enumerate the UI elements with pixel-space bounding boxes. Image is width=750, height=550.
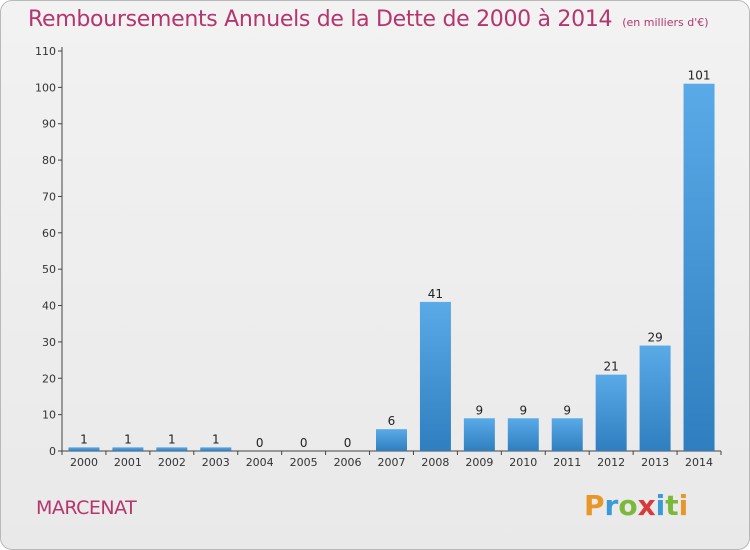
bar — [376, 429, 407, 451]
logo-letter: P — [584, 489, 605, 522]
x-tick-label: 2004 — [246, 456, 274, 469]
bar — [507, 418, 539, 451]
logo-letter: t — [665, 489, 679, 522]
logo-letter: i — [678, 489, 689, 522]
chart-title-text: Remboursements Annuels de la Dette de 20… — [28, 7, 613, 32]
x-tick-label: 2003 — [202, 456, 230, 469]
x-tick-label: 2014 — [685, 456, 713, 469]
commune-name: MARCENAT — [36, 497, 137, 519]
logo-letter: r — [604, 489, 619, 522]
data-label: 0 — [256, 436, 264, 450]
y-tick-label: 0 — [49, 445, 56, 458]
data-label: 0 — [344, 436, 352, 450]
y-tick-label: 50 — [42, 263, 56, 276]
y-tick-label: 40 — [42, 300, 56, 313]
x-tick-label: 2005 — [290, 456, 318, 469]
y-tick-label: 90 — [42, 118, 56, 131]
x-tick-label: 2001 — [114, 456, 142, 469]
bar — [68, 447, 100, 451]
x-tick-label: 2000 — [70, 456, 98, 469]
logo-letter: x — [637, 489, 656, 522]
logo-letter: i — [655, 489, 666, 522]
x-tick-label: 2010 — [509, 456, 537, 469]
data-label: 41 — [428, 287, 443, 301]
logo-letter: o — [618, 489, 638, 522]
bar — [156, 447, 188, 451]
x-tick-label: 2006 — [334, 456, 362, 469]
bar — [595, 374, 627, 451]
data-label: 9 — [476, 403, 484, 417]
x-tick-label: 2007 — [378, 456, 406, 469]
bar — [200, 447, 232, 451]
data-label: 9 — [563, 403, 571, 417]
data-label: 1 — [124, 432, 132, 446]
x-tick-label: 2008 — [421, 456, 449, 469]
x-tick-label: 2009 — [465, 456, 493, 469]
data-label: 1 — [212, 432, 220, 446]
y-tick-label: 70 — [42, 190, 56, 203]
data-label: 101 — [688, 69, 711, 83]
bar — [463, 418, 495, 451]
chart-unit: (en milliers d'€) — [622, 16, 709, 29]
y-tick-label: 60 — [42, 227, 56, 240]
bar — [551, 418, 583, 451]
y-tick-label: 10 — [42, 409, 56, 422]
data-label: 9 — [519, 403, 527, 417]
y-tick-label: 30 — [42, 336, 56, 349]
data-label: 21 — [604, 360, 619, 374]
proxiti-logo: Proxiti — [584, 489, 688, 522]
x-tick-label: 2012 — [597, 456, 625, 469]
x-tick-label: 2002 — [158, 456, 186, 469]
y-tick-label: 80 — [42, 154, 56, 167]
data-label: 6 — [388, 414, 396, 428]
data-label: 1 — [80, 432, 88, 446]
data-label: 1 — [168, 432, 176, 446]
data-label: 0 — [300, 436, 308, 450]
bar — [683, 83, 715, 452]
chart-title: Remboursements Annuels de la Dette de 20… — [28, 7, 709, 32]
data-label: 29 — [647, 331, 662, 345]
bar — [639, 345, 671, 451]
bar — [112, 447, 144, 451]
bar — [419, 301, 451, 451]
y-tick-label: 100 — [35, 81, 56, 94]
x-tick-label: 2011 — [553, 456, 581, 469]
y-tick-label: 20 — [42, 372, 56, 385]
x-tick-label: 2013 — [641, 456, 669, 469]
y-tick-label: 110 — [35, 45, 56, 58]
